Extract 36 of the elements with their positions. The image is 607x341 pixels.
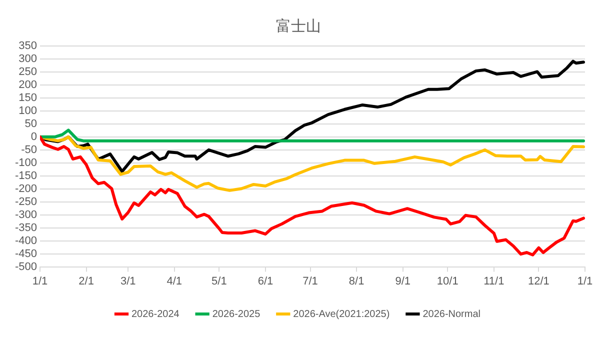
y-tick-label: -300 (14, 208, 38, 221)
y-tick-label: 100 (18, 104, 38, 117)
legend-label: 2026-Normal (422, 308, 481, 320)
x-tick-label: 6/1 (258, 275, 274, 288)
y-tick-label: -350 (14, 222, 38, 234)
y-tick-label: 300 (18, 53, 38, 66)
y-tick-label: -400 (14, 234, 38, 247)
y-tick-label: -200 (14, 182, 38, 195)
x-tick-label: 12/1 (528, 275, 550, 288)
y-tick-label: 0 (30, 130, 38, 143)
legend-label: 2026-2025 (212, 308, 261, 320)
x-tick-label: 1/1 (32, 275, 48, 288)
x-tick-label: 11/1 (484, 275, 504, 288)
x-tick-label: 9/1 (395, 275, 410, 288)
y-tick-label: -150 (14, 170, 38, 182)
y-tick-label: 350 (18, 40, 38, 52)
y-tick-label: -250 (14, 196, 38, 208)
x-tick-label: 1/1 (577, 275, 593, 288)
y-tick-label: 150 (18, 92, 38, 104)
chart-title: 富士山 (276, 18, 321, 36)
x-tick-label: 7/1 (302, 275, 318, 288)
x-tick-label: 3/1 (120, 275, 136, 288)
y-tick-label: 250 (18, 66, 38, 78)
y-tick-label: 200 (18, 78, 38, 91)
x-tick-label: 8/1 (348, 275, 364, 288)
x-tick-label: 5/1 (212, 275, 227, 288)
x-tick-label: 10/1 (436, 275, 458, 288)
x-tick-label: 2/1 (78, 275, 94, 288)
y-tick-label: -450 (14, 248, 38, 260)
legend-label: 2026-Ave(2021:2025) (293, 308, 390, 320)
y-tick-label: -500 (14, 260, 38, 273)
y-tick-label: -50 (21, 144, 38, 156)
legend-label: 2026-2024 (132, 308, 180, 320)
y-tick-label: -100 (14, 156, 38, 169)
y-tick-label: 50 (24, 118, 38, 130)
x-tick-label: 4/1 (166, 275, 182, 288)
